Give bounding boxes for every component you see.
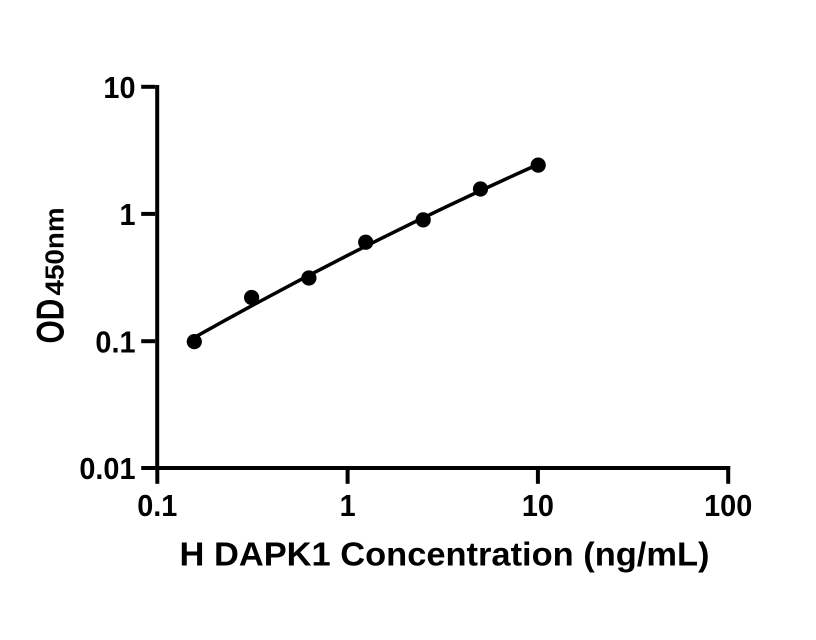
- svg-text:100: 100: [704, 489, 752, 523]
- svg-text:0.1: 0.1: [137, 489, 177, 523]
- svg-text:450nm: 450nm: [40, 207, 69, 295]
- svg-text:OD: OD: [30, 299, 72, 344]
- svg-text:10: 10: [522, 489, 554, 523]
- svg-text:0.01: 0.01: [79, 452, 135, 486]
- svg-text:0.1: 0.1: [95, 325, 135, 359]
- svg-text:H DAPK1 Concentration (ng/mL): H DAPK1 Concentration (ng/mL): [180, 536, 710, 573]
- svg-text:1: 1: [340, 489, 356, 523]
- svg-text:10: 10: [103, 71, 135, 105]
- svg-text:1: 1: [119, 198, 135, 232]
